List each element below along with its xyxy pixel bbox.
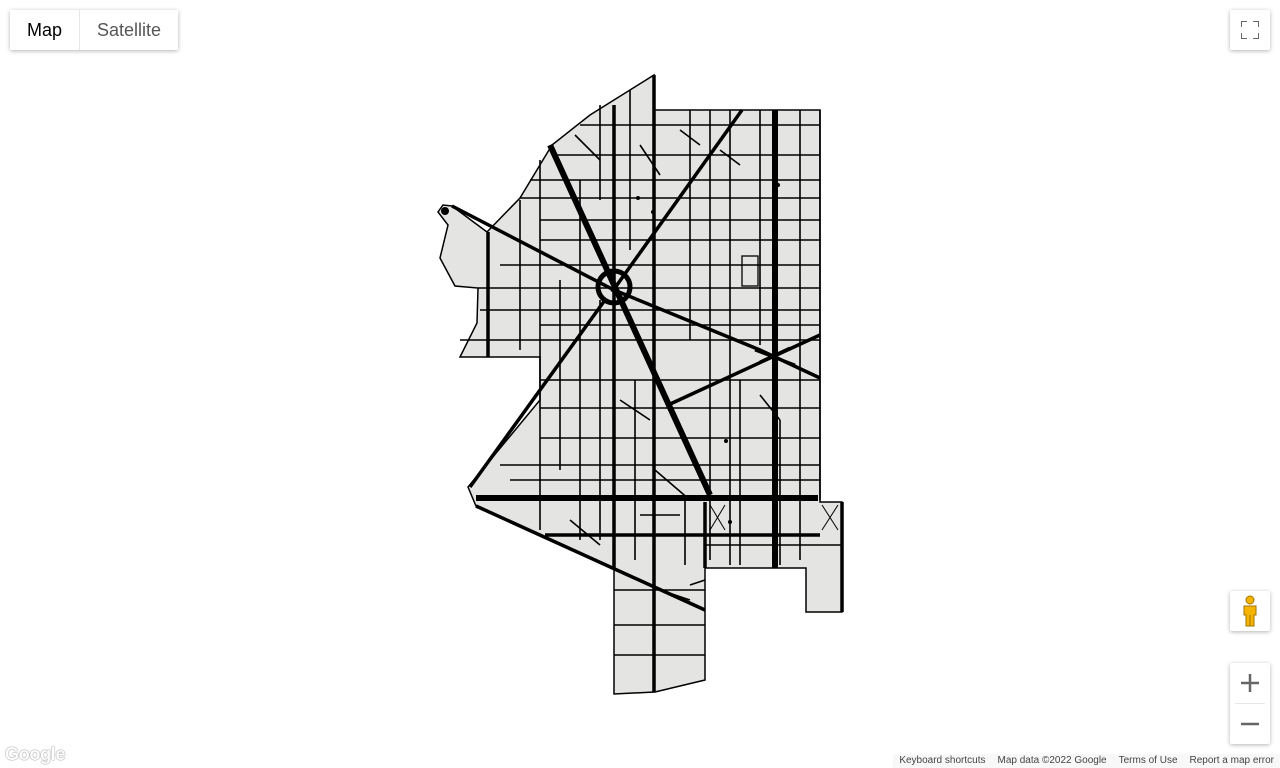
fullscreen-icon [1241, 21, 1259, 39]
arterial-roads [451, 75, 844, 692]
major-roads [476, 110, 818, 568]
map-type-map-button[interactable]: Map [10, 10, 80, 50]
zoom-in-button[interactable] [1230, 663, 1270, 703]
zoom-divider [1235, 703, 1265, 704]
minus-icon [1241, 722, 1259, 726]
street-view-pegman-button[interactable] [1230, 591, 1270, 631]
attribution-bar: Keyboard shortcuts Map data ©2022 Google… [893, 754, 1280, 768]
map-type-satellite-button[interactable]: Satellite [79, 10, 179, 50]
report-map-error-link[interactable]: Report a map error [1189, 755, 1274, 766]
fullscreen-button[interactable] [1230, 10, 1270, 50]
zoom-out-button[interactable] [1230, 704, 1270, 744]
district-polygon [437, 73, 843, 695]
plus-icon [1241, 674, 1259, 692]
zoom-control [1230, 663, 1270, 744]
google-logo[interactable]: Google [5, 744, 66, 764]
interchanges [595, 255, 839, 531]
map-markers [441, 183, 780, 524]
map-type-control: Map Satellite [10, 10, 179, 50]
keyboard-shortcuts-link[interactable]: Keyboard shortcuts [899, 755, 986, 766]
local-streets [460, 90, 842, 656]
roundabout [595, 268, 633, 306]
map-data-text: Map data ©2022 Google [997, 755, 1107, 766]
terms-of-use-link[interactable]: Terms of Use [1118, 755, 1178, 766]
pegman-icon [1243, 595, 1257, 627]
